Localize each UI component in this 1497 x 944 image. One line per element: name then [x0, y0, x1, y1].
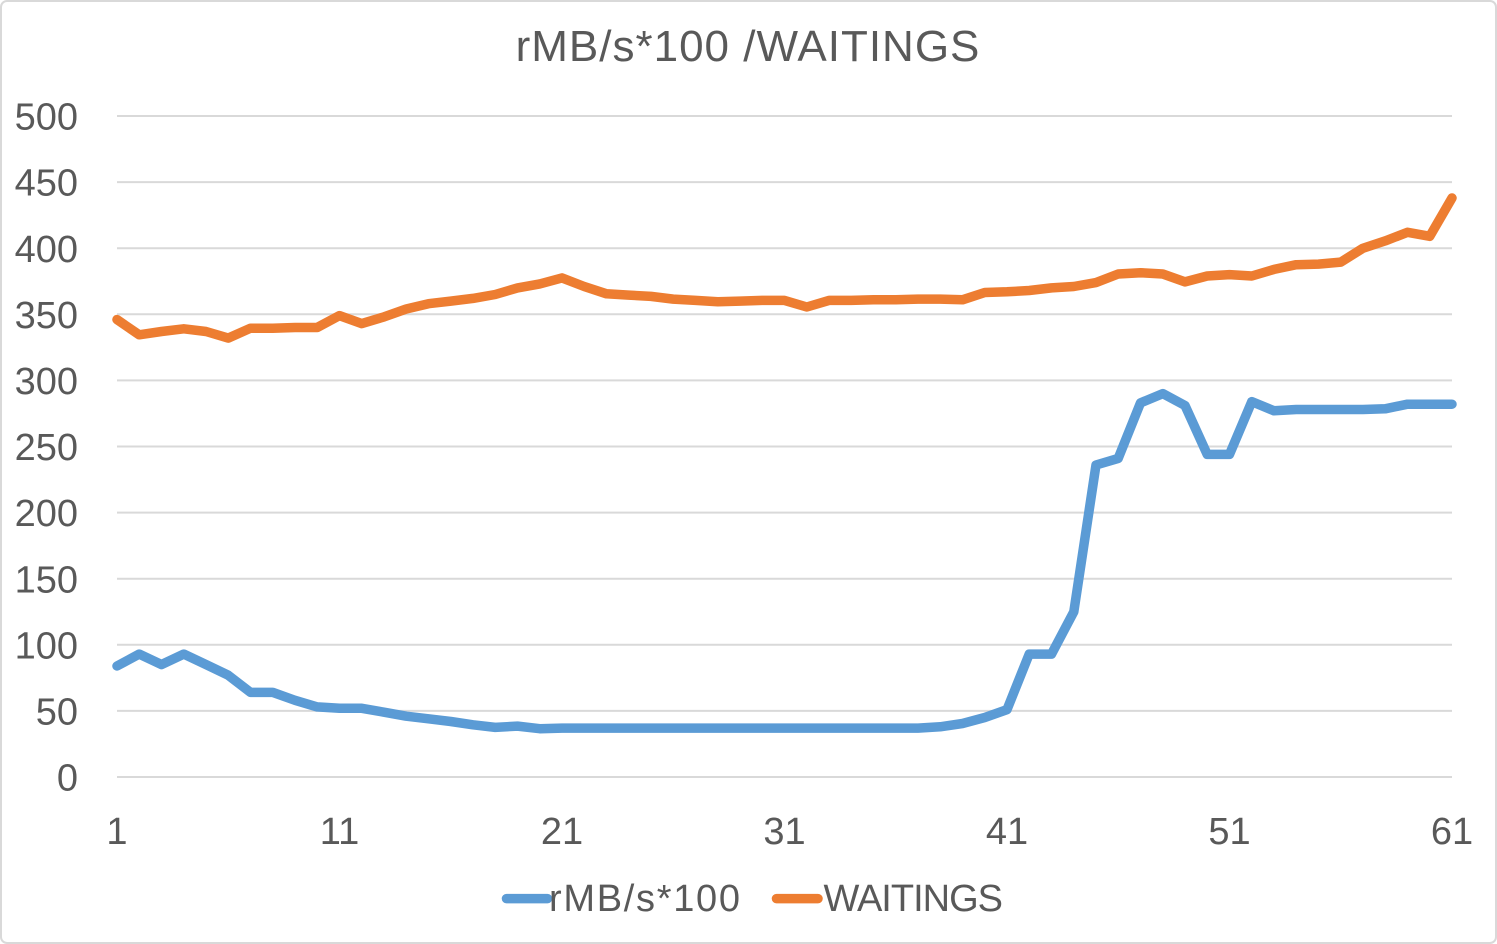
svg-text:350: 350	[15, 295, 78, 337]
svg-text:51: 51	[1208, 811, 1250, 853]
svg-text:WAITINGS: WAITINGS	[824, 878, 1002, 920]
svg-text:450: 450	[15, 163, 78, 205]
svg-text:200: 200	[15, 493, 78, 535]
svg-text:61: 61	[1431, 811, 1473, 853]
svg-text:400: 400	[15, 229, 78, 271]
svg-text:0: 0	[57, 758, 78, 800]
svg-text:250: 250	[15, 427, 78, 469]
svg-text:31: 31	[763, 811, 805, 853]
svg-text:500: 500	[15, 97, 78, 139]
svg-text:rMB/s*100 /WAITINGS: rMB/s*100 /WAITINGS	[516, 22, 981, 71]
svg-text:21: 21	[541, 811, 583, 853]
svg-text:100: 100	[15, 625, 78, 667]
svg-text:11: 11	[320, 811, 359, 853]
svg-text:50: 50	[36, 692, 78, 734]
svg-text:150: 150	[15, 559, 78, 601]
svg-text:rMB/s*100: rMB/s*100	[549, 878, 742, 920]
svg-text:41: 41	[986, 811, 1028, 853]
svg-text:1: 1	[106, 811, 127, 853]
svg-text:300: 300	[15, 361, 78, 403]
